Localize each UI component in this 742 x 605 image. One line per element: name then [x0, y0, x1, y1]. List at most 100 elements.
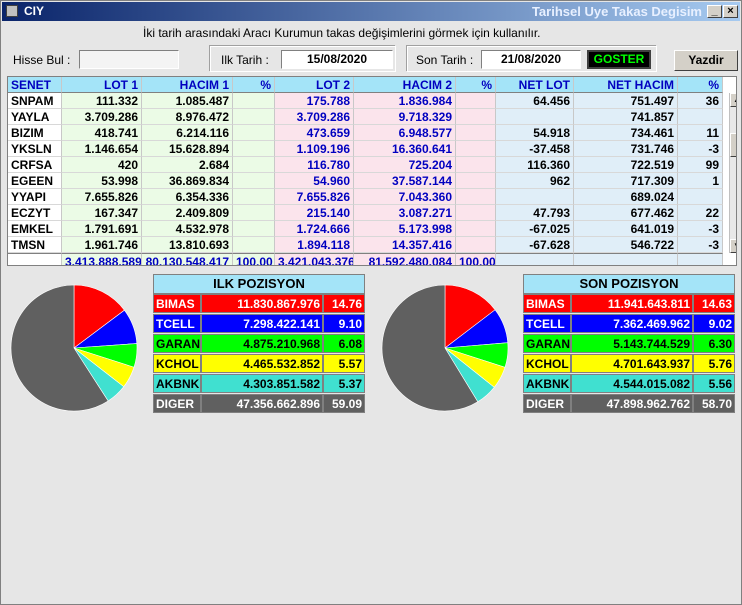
table-cell: 962 — [496, 173, 574, 189]
row-senet[interactable]: YKSLN — [8, 141, 62, 157]
table-cell: 14.357.416 — [354, 237, 456, 253]
table-cell: 54.918 — [496, 125, 574, 141]
vertical-scrollbar[interactable]: ▲ ▼ — [729, 93, 736, 253]
table-cell: 7.043.360 — [354, 189, 456, 205]
column-header[interactable]: HACIM 2 — [354, 77, 456, 93]
table-cell — [456, 109, 496, 125]
yazdir-button[interactable]: Yazdir — [674, 50, 738, 71]
column-header[interactable]: LOT 2 — [275, 77, 354, 93]
minimize-icon[interactable]: _ — [707, 5, 722, 18]
table-cell: 215.140 — [275, 205, 354, 221]
row-senet[interactable]: ECZYT — [8, 205, 62, 221]
pie-slice-diger — [381, 284, 479, 412]
table-cell — [233, 125, 275, 141]
position-pct: 14.76 — [323, 294, 365, 313]
table-cell: 36 — [678, 93, 723, 109]
table-cell: 734.461 — [574, 125, 678, 141]
table-cell — [233, 141, 275, 157]
table-cell: 64.456 — [496, 93, 574, 109]
table-cell — [456, 237, 496, 253]
position-pct: 9.10 — [323, 314, 365, 333]
goster-button[interactable]: GOSTER — [587, 50, 651, 69]
table-cell: 546.722 — [574, 237, 678, 253]
position-value: 11.941.643.811 — [571, 294, 693, 313]
position-value: 47.356.662.896 — [201, 394, 323, 413]
table-cell — [233, 205, 275, 221]
column-header[interactable]: % — [233, 77, 275, 93]
total-cell: 80.130.548.417 — [142, 253, 233, 265]
position-name: AKBNK — [153, 374, 201, 393]
table-cell: 3.087.271 — [354, 205, 456, 221]
son-pozisyon-title: SON POZISYON — [523, 274, 735, 294]
position-name: BIMAS — [523, 294, 571, 313]
row-senet[interactable]: CRFSA — [8, 157, 62, 173]
table-cell: 420 — [62, 157, 142, 173]
close-icon[interactable]: × — [723, 5, 738, 18]
son-tarih-input[interactable]: 21/08/2020 — [481, 50, 581, 69]
row-senet[interactable]: SNPAM — [8, 93, 62, 109]
position-pct: 59.09 — [323, 394, 365, 413]
ilk-tarih-label: Ilk Tarih : — [221, 53, 269, 67]
table-cell: 751.497 — [574, 93, 678, 109]
ilk-tarih-input[interactable]: 15/08/2020 — [281, 50, 393, 69]
position-name: GARAN — [523, 334, 571, 353]
table-cell — [496, 109, 574, 125]
table-cell: 53.998 — [62, 173, 142, 189]
table-cell: 1.146.654 — [62, 141, 142, 157]
position-value: 4.875.210.968 — [201, 334, 323, 353]
row-senet[interactable]: EMKEL — [8, 221, 62, 237]
column-header[interactable]: SENET — [8, 77, 62, 93]
table-cell: 1.085.487 — [142, 93, 233, 109]
row-senet[interactable]: YYAPI — [8, 189, 62, 205]
hisse-label: Hisse Bul : — [13, 53, 71, 67]
position-name: DIGER — [523, 394, 571, 413]
row-senet[interactable]: YAYLA — [8, 109, 62, 125]
column-header[interactable]: HACIM 1 — [142, 77, 233, 93]
column-header[interactable]: % — [456, 77, 496, 93]
table-cell: 641.019 — [574, 221, 678, 237]
position-value: 47.898.962.762 — [571, 394, 693, 413]
table-cell: 473.659 — [275, 125, 354, 141]
column-header[interactable]: NET HACIM — [574, 77, 678, 93]
table-cell: 11 — [678, 125, 723, 141]
column-header[interactable]: % — [678, 77, 723, 93]
position-pct: 5.76 — [693, 354, 735, 373]
column-header[interactable]: LOT 1 — [62, 77, 142, 93]
table-cell: 54.960 — [275, 173, 354, 189]
ilk-pozisyon-title: ILK POZISYON — [153, 274, 365, 294]
table-cell: 13.810.693 — [142, 237, 233, 253]
table-cell: 7.655.826 — [62, 189, 142, 205]
takas-grid[interactable]: SENET LOT 1 HACIM 1% LOT 2 HACIM 2% NET LOT NE… — [7, 76, 737, 266]
table-cell: -3 — [678, 141, 723, 157]
position-name: KCHOL — [523, 354, 571, 373]
table-cell: 15.628.894 — [142, 141, 233, 157]
table-cell: -3 — [678, 221, 723, 237]
table-cell: 37.587.144 — [354, 173, 456, 189]
row-senet[interactable]: BIZIM — [8, 125, 62, 141]
scroll-up-icon[interactable]: ▲ — [730, 93, 736, 107]
table-cell: 2.684 — [142, 157, 233, 173]
total-cell — [496, 253, 574, 265]
scroll-down-icon[interactable]: ▼ — [730, 239, 736, 253]
hisse-input[interactable] — [79, 50, 179, 69]
table-cell: -37.458 — [496, 141, 574, 157]
title-bar[interactable]: CIY Tarihsel Uye Takas Degisim _ × — [2, 2, 740, 21]
position-value: 5.143.744.529 — [571, 334, 693, 353]
table-cell: 167.347 — [62, 205, 142, 221]
table-cell — [233, 237, 275, 253]
table-cell: 16.360.641 — [354, 141, 456, 157]
table-cell: 36.869.834 — [142, 173, 233, 189]
pie-slice-bimas — [73, 284, 125, 349]
row-senet[interactable]: EGEEN — [8, 173, 62, 189]
position-value: 4.544.015.082 — [571, 374, 693, 393]
scroll-thumb[interactable] — [730, 133, 736, 157]
table-cell: 6.948.577 — [354, 125, 456, 141]
position-pct: 5.57 — [323, 354, 365, 373]
table-cell: 3.709.286 — [275, 109, 354, 125]
table-cell: 175.788 — [275, 93, 354, 109]
column-header[interactable]: NET LOT — [496, 77, 574, 93]
row-senet[interactable]: TMSN — [8, 237, 62, 253]
table-cell — [233, 93, 275, 109]
table-cell — [456, 157, 496, 173]
